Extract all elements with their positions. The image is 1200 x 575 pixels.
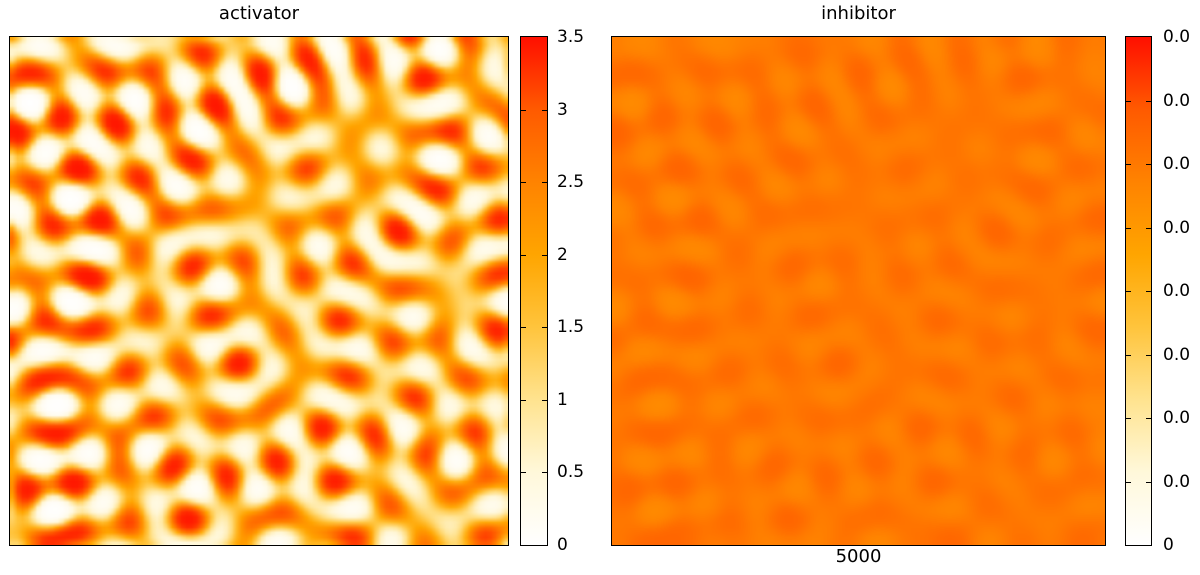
colorbar-tick: [1146, 100, 1151, 102]
colorbar-tick: [542, 327, 547, 329]
colorbar-tick-label: 2.5: [557, 172, 585, 193]
activator-title: activator: [218, 3, 300, 24]
colorbar-tick-label: 0.0: [1163, 217, 1191, 238]
colorbar-tick: [1146, 291, 1151, 292]
activator-colorbar: [520, 36, 548, 546]
inhibitor-heatmap: [612, 37, 1105, 545]
colorbar-tick: [1146, 354, 1151, 356]
colorbar-tick: [542, 254, 547, 256]
colorbar-tick: [521, 472, 526, 474]
colorbar-tick: [521, 109, 526, 111]
colorbar-tick: [1126, 354, 1131, 356]
time-step-label: 5000: [835, 546, 882, 567]
colorbar-tick-label: 2: [557, 244, 568, 265]
colorbar-tick-label: 3.5: [557, 27, 585, 47]
colorbar-tick: [1126, 418, 1131, 419]
colorbar-tick: [542, 182, 547, 184]
inhibitor-heatmap-frame: [611, 36, 1106, 546]
activator-colorbar-labels: 3.5 3 2.5 2 1.5 1 0.5 0: [557, 28, 603, 554]
colorbar-tick-label: 1: [557, 389, 568, 410]
colorbar-tick: [1146, 481, 1151, 483]
inhibitor-colorbar-labels: 0.0 0.0 0.0 0.0 0.0 0.0 0.0 0.0 0: [1163, 28, 1200, 554]
colorbar-tick-label: 0.0: [1163, 408, 1191, 428]
colorbar-tick-label: 3: [557, 99, 568, 120]
colorbar-tick-label: 0.0: [1163, 90, 1191, 111]
colorbar-tick-label: 0.5: [557, 462, 585, 483]
inhibitor-colorbar: [1125, 36, 1152, 546]
colorbar-tick: [521, 327, 526, 329]
colorbar-tick-label: 0.0: [1163, 27, 1191, 47]
inhibitor-title: inhibitor: [821, 3, 896, 24]
colorbar-tick-label: 0: [557, 535, 568, 555]
colorbar-tick-label: 0.0: [1163, 344, 1191, 365]
colorbar-tick: [1126, 291, 1131, 292]
colorbar-tick: [542, 109, 547, 111]
colorbar-tick-label: 1.5: [557, 317, 585, 338]
colorbar-tick: [521, 399, 526, 401]
colorbar-tick: [521, 254, 526, 256]
colorbar-tick: [1146, 418, 1151, 419]
colorbar-tick: [521, 182, 526, 184]
colorbar-tick: [1126, 481, 1131, 483]
colorbar-tick: [1146, 164, 1151, 165]
colorbar-tick-label: 0: [1163, 535, 1174, 555]
colorbar-tick: [542, 472, 547, 474]
activator-heatmap-frame: [9, 36, 509, 546]
colorbar-tick: [1146, 227, 1151, 229]
colorbar-tick: [1126, 227, 1131, 229]
colorbar-tick: [1126, 100, 1131, 102]
colorbar-tick-label: 0.0: [1163, 154, 1191, 174]
colorbar-tick-label: 0.0: [1163, 281, 1191, 301]
colorbar-tick-label: 0.0: [1163, 471, 1191, 492]
colorbar-tick: [542, 399, 547, 401]
colorbar-tick: [1126, 164, 1131, 165]
activator-heatmap: [10, 37, 508, 545]
